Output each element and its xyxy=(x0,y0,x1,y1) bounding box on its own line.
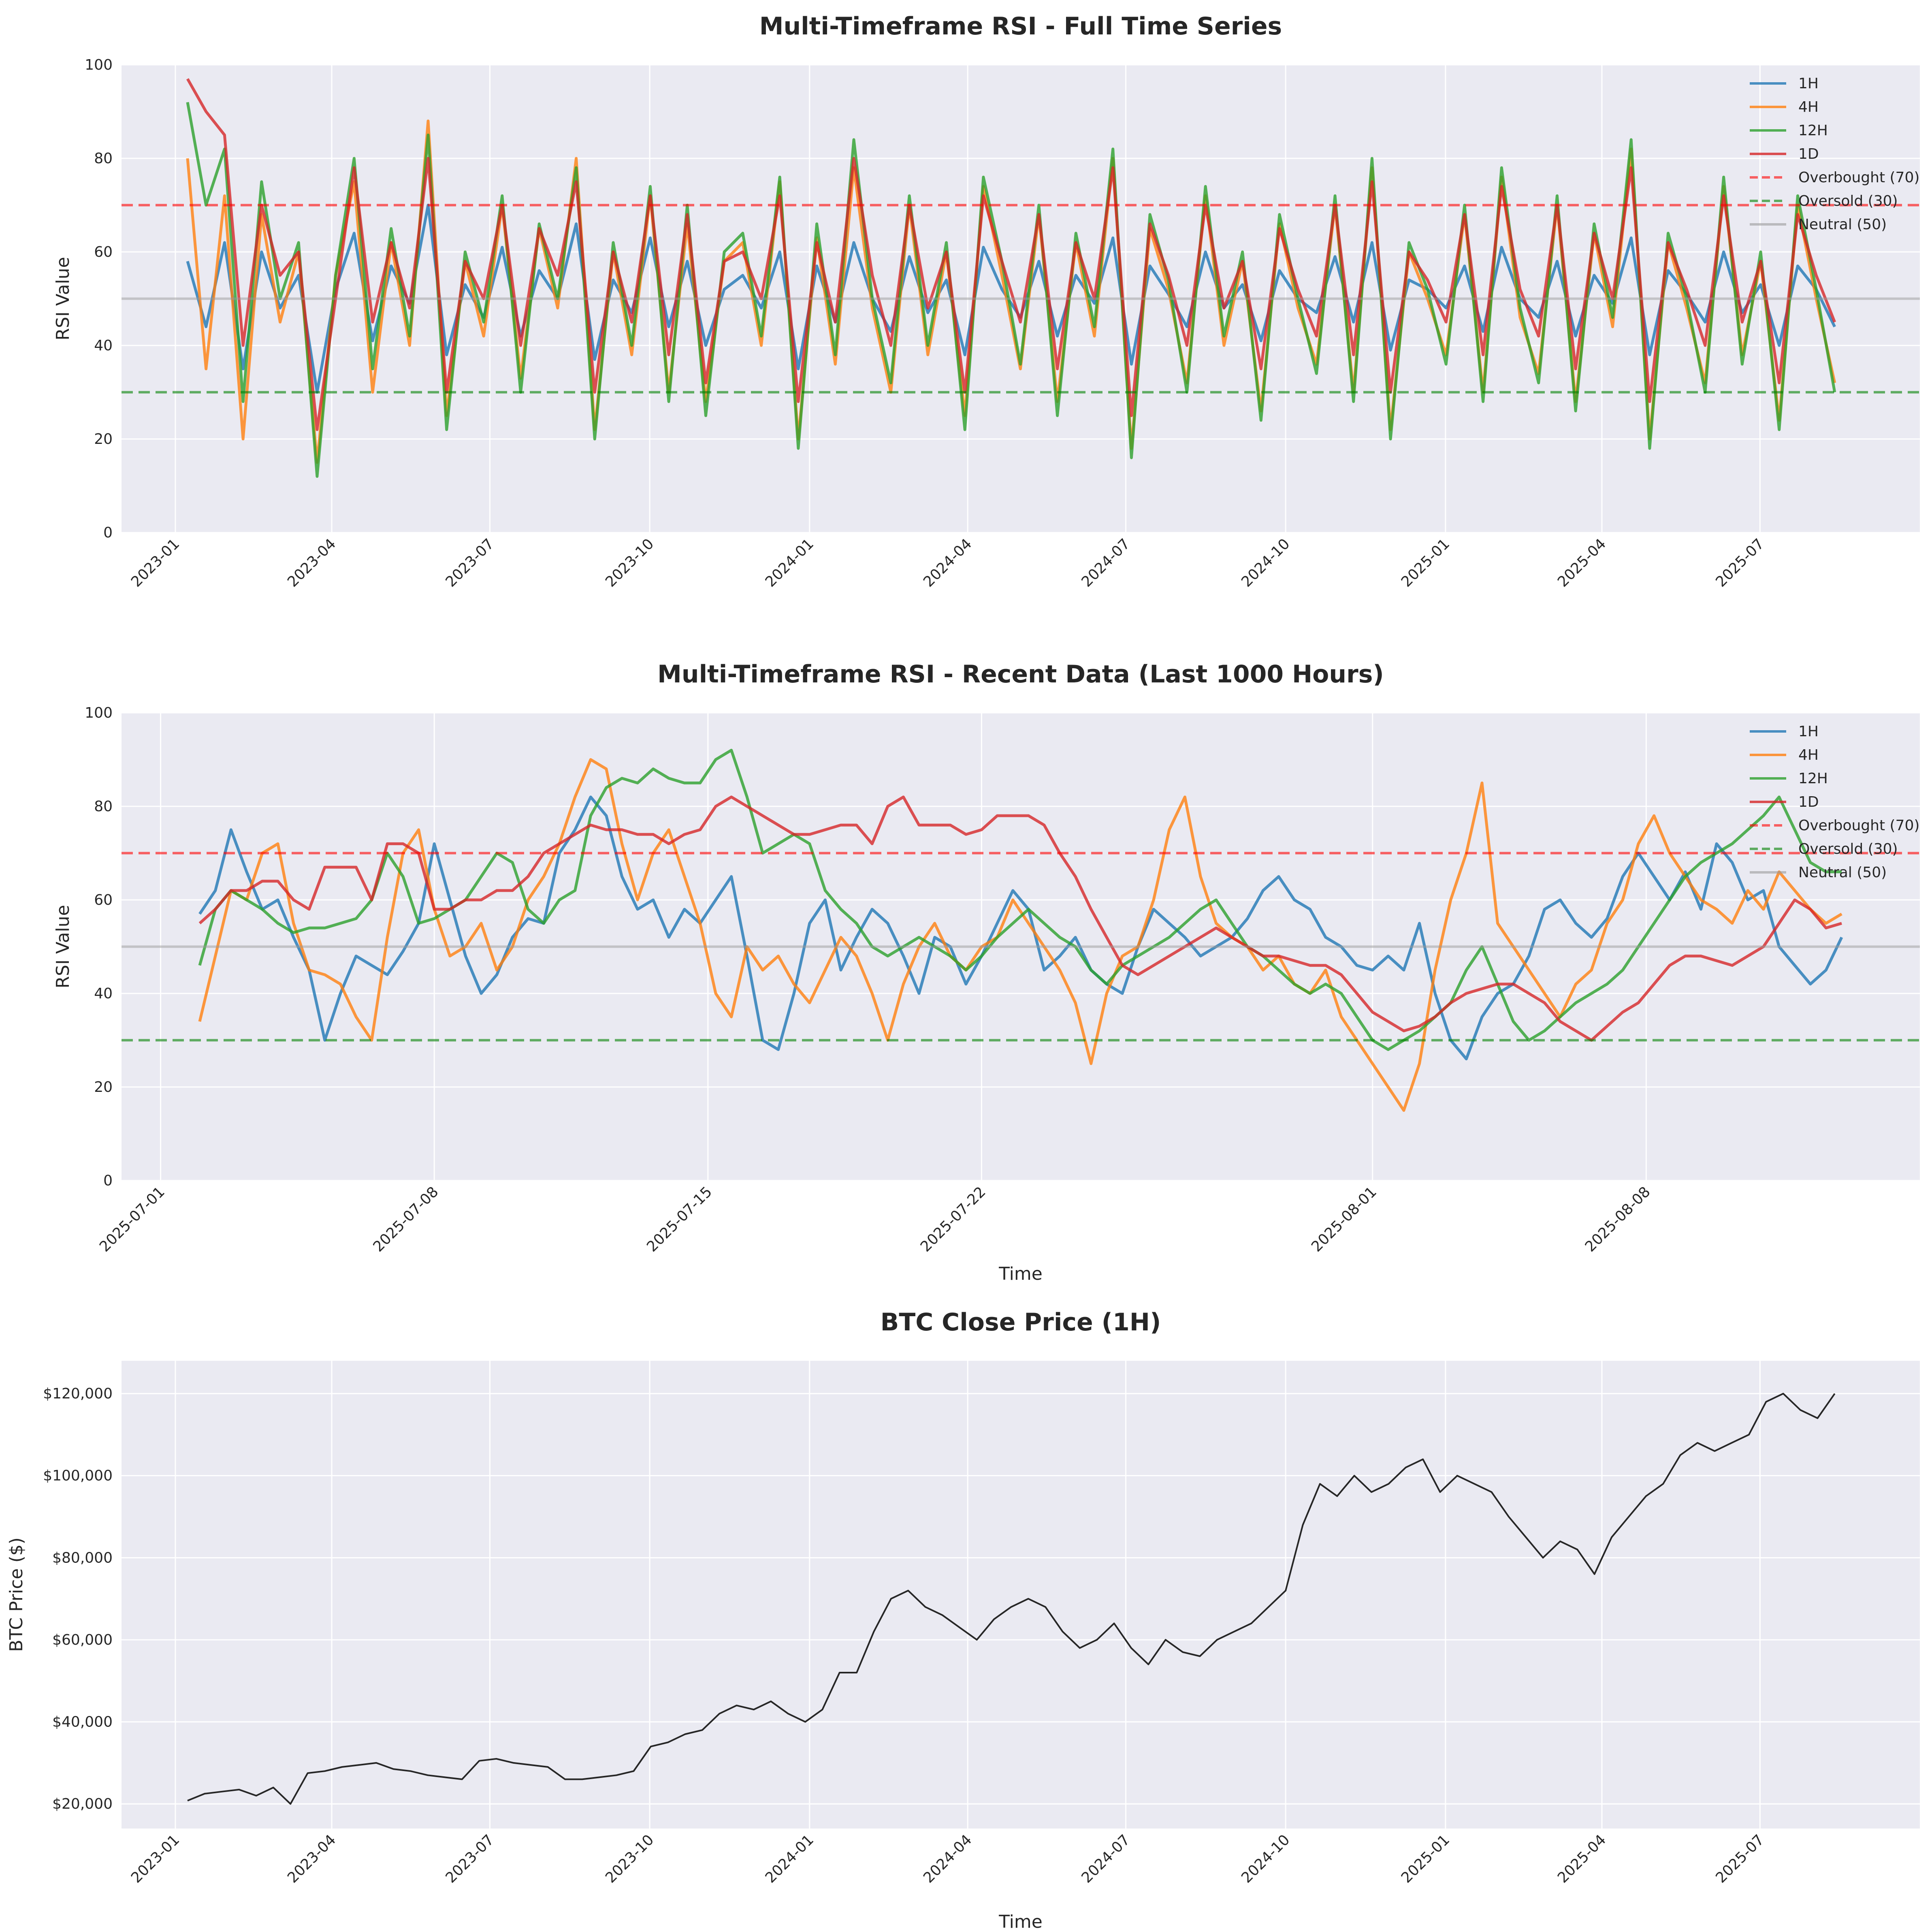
y-tick-label: 40 xyxy=(94,337,113,354)
series-line-1h xyxy=(198,795,1843,1061)
x-tick-label: 2023-04 xyxy=(284,1831,339,1886)
legend-entry: Oversold (30) xyxy=(1798,193,1898,209)
legend-entry: 1H xyxy=(1798,75,1819,92)
x-tick-label: 2023-07 xyxy=(442,1831,497,1886)
x-tick-label: 2024-01 xyxy=(762,1831,817,1886)
y-tick-label: $100,000 xyxy=(43,1468,113,1484)
plot-area xyxy=(122,1361,1920,1829)
chart-panel-3: $20,000 $40,000 $60,000 $80,000 $100,000 $120… xyxy=(6,1308,1920,1931)
x-tick-label: 2024-07 xyxy=(1079,535,1133,590)
legend-entry: Neutral (50) xyxy=(1798,864,1887,881)
x-tick-label: 2025-07 xyxy=(1712,1831,1767,1886)
y-axis-label: RSI Value xyxy=(53,257,73,340)
y-tick-label: 80 xyxy=(94,150,113,167)
legend-entry: 1D xyxy=(1798,794,1819,810)
y-tick-label: 100 xyxy=(85,705,113,721)
y-tick-label: $40,000 xyxy=(52,1714,113,1731)
x-tick-label: 2025-07-15 xyxy=(644,1183,715,1255)
legend-entry: Overbought (70) xyxy=(1798,169,1919,186)
x-tick-label: 2023-07 xyxy=(442,535,497,590)
series-line-4h xyxy=(198,758,1842,1112)
y-tick-label: 80 xyxy=(94,798,113,815)
y-axis-label: RSI Value xyxy=(53,905,73,988)
y-tick-label: 20 xyxy=(94,431,113,448)
legend-entry: 1D xyxy=(1798,146,1819,162)
series-line-12h xyxy=(198,748,1842,1051)
chart-title: Multi-Timeframe RSI - Recent Data (Last … xyxy=(657,660,1384,688)
x-tick-label: 2025-07-22 xyxy=(917,1183,989,1255)
legend-entry: 4H xyxy=(1798,747,1819,763)
y-axis-label: BTC Price ($) xyxy=(6,1537,27,1652)
x-tick-label: 2025-07 xyxy=(1712,535,1767,590)
x-tick-label: 2024-04 xyxy=(920,535,975,590)
legend-entry: 12H xyxy=(1798,770,1828,787)
y-tick-label: $80,000 xyxy=(52,1549,113,1566)
x-tick-label: 2023-01 xyxy=(128,535,183,590)
x-tick-label: 2023-10 xyxy=(602,1831,657,1886)
x-tick-label: 2024-01 xyxy=(762,535,817,590)
x-tick-label: 2025-07-08 xyxy=(370,1183,442,1255)
x-tick-label: 2025-04 xyxy=(1555,1831,1609,1886)
legend-entry: 4H xyxy=(1798,99,1819,115)
x-tick-label: 2023-01 xyxy=(128,1831,183,1886)
x-tick-label: 2025-08-08 xyxy=(1582,1183,1654,1255)
x-axis-label: Time xyxy=(998,1912,1043,1931)
y-tick-label: $60,000 xyxy=(52,1632,113,1648)
x-tick-label: 2023-04 xyxy=(284,535,339,590)
y-tick-label: 0 xyxy=(103,524,113,541)
y-tick-label: $20,000 xyxy=(52,1796,113,1812)
legend-entry: 12H xyxy=(1798,122,1828,139)
x-tick-label: 2025-01 xyxy=(1398,535,1453,590)
y-tick-label: 0 xyxy=(103,1172,113,1189)
x-tick-label: 2025-04 xyxy=(1555,535,1609,590)
chart-title: Multi-Timeframe RSI - Full Time Series xyxy=(759,12,1282,40)
legend-entry: Overbought (70) xyxy=(1798,817,1919,834)
x-tick-label: 2024-10 xyxy=(1238,1831,1293,1886)
x-tick-label: 2025-01 xyxy=(1398,1831,1453,1886)
legend-entry: 1H xyxy=(1798,723,1819,740)
x-tick-label: 2025-08-01 xyxy=(1308,1183,1380,1255)
y-tick-label: $120,000 xyxy=(43,1385,113,1402)
x-tick-label: 2024-07 xyxy=(1079,1831,1133,1886)
series-line-1d xyxy=(186,78,1836,431)
chart-panel-1: 0 20 40 60 80 100 2023-01 2023-04 2023-07 2023-10… xyxy=(53,12,1920,590)
series-line-1d xyxy=(198,795,1842,1042)
x-tick-label: 2023-10 xyxy=(602,535,657,590)
y-tick-label: 60 xyxy=(94,244,113,260)
legend-entry: Oversold (30) xyxy=(1798,841,1898,857)
y-tick-label: 60 xyxy=(94,892,113,908)
y-tick-label: 100 xyxy=(85,57,113,73)
y-tick-label: 40 xyxy=(94,985,113,1002)
x-axis-label: Time xyxy=(998,1264,1043,1284)
x-tick-label: 2024-10 xyxy=(1238,535,1293,590)
x-tick-label: 2024-04 xyxy=(920,1831,975,1886)
y-tick-label: 20 xyxy=(94,1079,113,1096)
series-line-price xyxy=(187,1393,1836,1805)
chart-panel-2: 0 20 40 60 80 100 2025-07-01 2025-07-08 2025-07-… xyxy=(53,660,1920,1284)
x-tick-label: 2025-07-01 xyxy=(96,1183,168,1255)
legend-entry: Neutral (50) xyxy=(1798,216,1887,233)
chart-title: BTC Close Price (1H) xyxy=(881,1308,1161,1336)
